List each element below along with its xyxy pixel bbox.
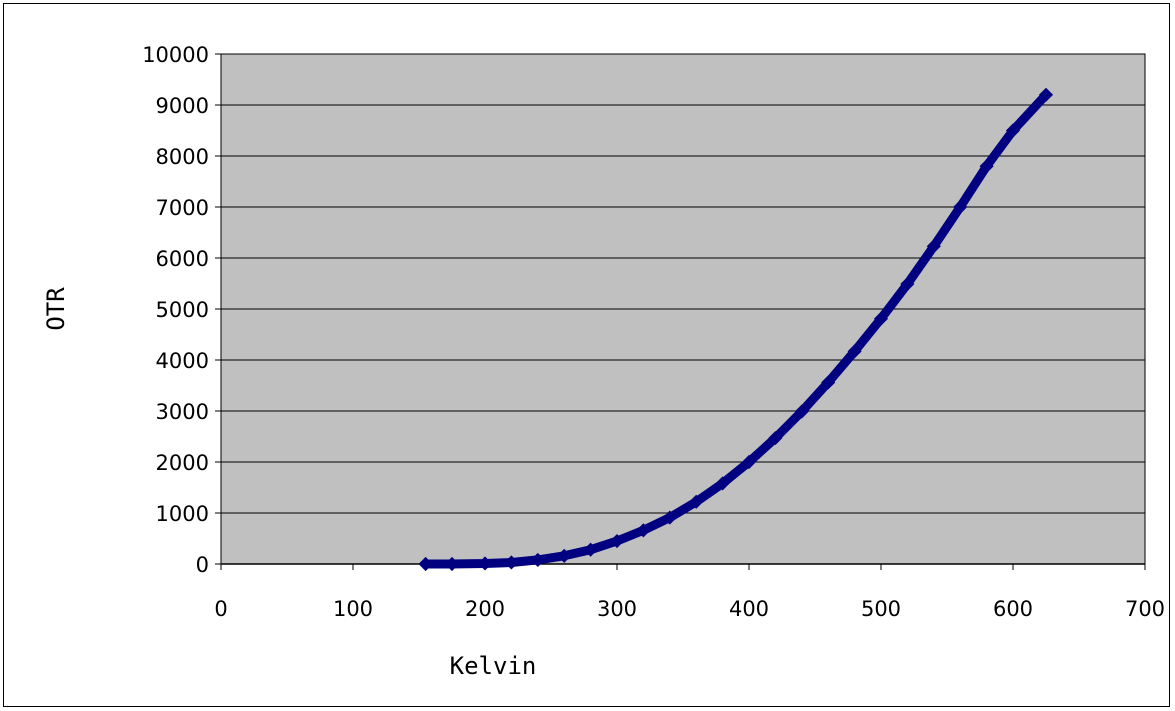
data-point xyxy=(979,159,994,174)
y-axis-ticks: 0 1000 2000 3000 4000 5000 6000 7000 8000 9000 100… xyxy=(142,43,221,577)
y-tick-label: 7000 xyxy=(156,196,209,220)
y-tick-label: 2000 xyxy=(156,451,209,475)
series-layer xyxy=(418,87,1054,572)
x-tick-label: 600 xyxy=(993,597,1033,621)
data-point xyxy=(609,533,625,549)
data-point xyxy=(504,555,519,570)
x-tick-label: 700 xyxy=(1125,597,1165,621)
x-axis-title: Kelvin xyxy=(450,652,537,680)
y-tick-label: 10000 xyxy=(142,43,209,67)
data-point xyxy=(530,552,545,567)
data-point xyxy=(794,404,809,419)
data-point xyxy=(689,494,704,509)
data-point xyxy=(953,199,968,215)
y-axis-title: OTR xyxy=(42,287,70,331)
data-point xyxy=(557,548,572,563)
y-tick-label: 0 xyxy=(196,553,209,577)
data-point xyxy=(926,239,941,254)
y-tick-label: 1000 xyxy=(156,502,209,526)
y-tick-label: 4000 xyxy=(156,349,209,373)
data-point xyxy=(636,523,651,538)
y-tick-label: 6000 xyxy=(156,247,209,271)
data-point xyxy=(1038,87,1054,102)
data-point xyxy=(847,344,862,359)
x-axis-ticks: 0 100 200 300 400 500 600 700 xyxy=(214,563,1165,621)
x-tick-label: 200 xyxy=(465,597,505,621)
x-tick-label: 300 xyxy=(597,597,637,621)
x-tick-label: 100 xyxy=(333,597,373,621)
data-point xyxy=(477,556,493,571)
data-point xyxy=(768,430,783,446)
data-point xyxy=(444,556,460,572)
y-tick-label: 8000 xyxy=(156,145,209,169)
data-point xyxy=(821,375,836,390)
y-tick-label: 9000 xyxy=(156,94,209,118)
x-tick-label: 500 xyxy=(861,597,901,621)
chart-svg: 0100020003000400050006000700080009000100… xyxy=(42,43,1165,680)
data-point xyxy=(900,276,915,292)
data-point xyxy=(715,476,730,491)
y-tick-label: 5000 xyxy=(156,298,209,322)
chart-area: 0 1000 2000 3000 4000 5000 6000 7000 8000 9000 100… xyxy=(3,3,1170,707)
data-point xyxy=(418,556,433,572)
x-tick-label: 0 xyxy=(214,597,227,621)
data-point xyxy=(583,542,598,557)
data-point xyxy=(1005,123,1021,138)
y-tick-label: 3000 xyxy=(156,400,209,424)
x-tick-label: 400 xyxy=(729,597,769,621)
data-point xyxy=(873,311,889,326)
data-point xyxy=(741,454,757,470)
